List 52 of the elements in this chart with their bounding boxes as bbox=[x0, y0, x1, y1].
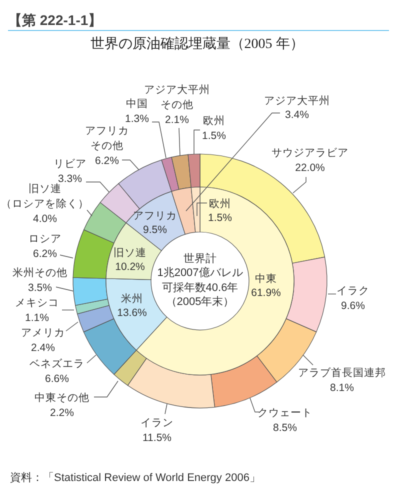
slice-label: 中国 bbox=[126, 97, 148, 110]
text: 1兆2007億バレル bbox=[157, 266, 243, 279]
slice-label: 米州 bbox=[121, 292, 143, 305]
slice-label: ロシア bbox=[28, 233, 62, 245]
slice-label: アフリカ bbox=[133, 210, 177, 222]
data-label: 9.6% bbox=[341, 300, 365, 312]
slice-label: アメリカ bbox=[21, 327, 65, 339]
data-label: 6.2% bbox=[95, 155, 119, 167]
slice-label: アラブ首長国連邦 bbox=[298, 366, 386, 379]
data-label: 2.2% bbox=[50, 407, 74, 419]
data-label: 1.3% bbox=[125, 113, 149, 125]
data-label: 3.3% bbox=[58, 173, 82, 185]
data-label: 1.5% bbox=[208, 212, 232, 224]
slice-label: ベネズエラ bbox=[30, 358, 84, 370]
data-label: 6.2% bbox=[33, 248, 57, 260]
text: 【第 222-1-1】 bbox=[8, 12, 102, 28]
slice-label: リビア bbox=[54, 158, 86, 170]
slice-label: 旧ソ連 bbox=[114, 246, 146, 259]
slice-label: イラン bbox=[140, 417, 174, 429]
data-label: 4.0% bbox=[33, 213, 57, 225]
data-label: 2.1% bbox=[165, 114, 189, 126]
data-label: 8.5% bbox=[273, 422, 297, 434]
slice-label: アジア大平州 bbox=[264, 94, 330, 107]
data-label: 2.4% bbox=[31, 342, 55, 354]
data-label: 3.4% bbox=[285, 109, 309, 121]
data-label: 1.1% bbox=[25, 312, 49, 324]
slice-label: イラク bbox=[336, 285, 370, 297]
data-label: 22.0% bbox=[295, 162, 325, 174]
data-label: 61.9% bbox=[251, 287, 281, 299]
data-label: 11.5% bbox=[142, 432, 172, 444]
text: 資料：「Statistical Review of World Energy 2006」 bbox=[10, 471, 260, 484]
slice-label: 旧ソ連（ロシアを除く） bbox=[1, 182, 89, 210]
slice-label: 中東その他 bbox=[34, 391, 90, 404]
data-label: 3.5% bbox=[28, 282, 52, 294]
slice-label: サウジアラビア bbox=[272, 147, 348, 159]
slice-label: 欧州 bbox=[209, 197, 231, 210]
data-label: 8.1% bbox=[330, 382, 354, 394]
text: （2005年末） bbox=[166, 295, 234, 308]
slice-label: 中東 bbox=[255, 272, 277, 285]
chart-title: 世界の原油確認埋蔵量（2005 年） bbox=[90, 36, 304, 52]
text: 可採年数40.6年 bbox=[162, 282, 238, 294]
data-label: 9.5% bbox=[143, 224, 167, 236]
slice-label: 欧州 bbox=[203, 114, 225, 127]
slice-label: アフリカその他 bbox=[85, 125, 129, 152]
slice-label: メキシコ bbox=[15, 297, 59, 309]
text: 世界計 bbox=[184, 252, 216, 265]
data-label: 1.5% bbox=[202, 130, 226, 142]
slice-label: 米州その他 bbox=[12, 266, 68, 279]
data-label: 6.6% bbox=[45, 373, 69, 385]
slice-label: クウェート bbox=[258, 407, 312, 419]
data-label: 10.2% bbox=[115, 261, 145, 273]
data-label: 13.6% bbox=[117, 307, 147, 319]
